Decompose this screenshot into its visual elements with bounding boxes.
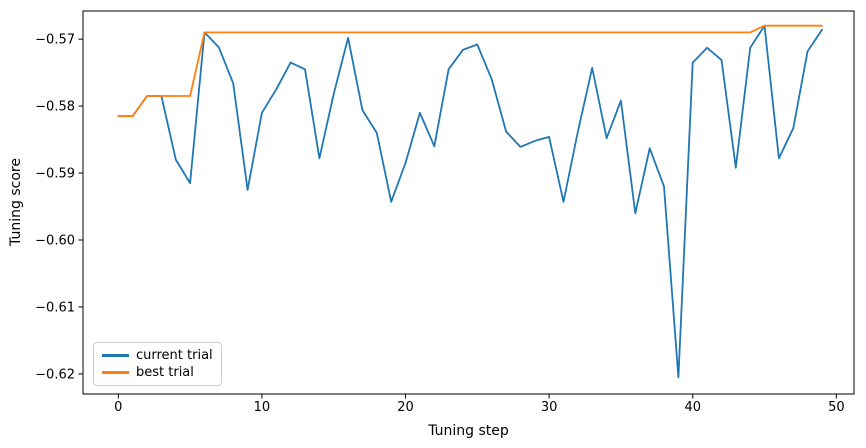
legend-line-swatch-current-trial (102, 354, 129, 357)
legend-line-swatch-best-trial (102, 371, 129, 374)
y-tick-label-4: −0.61 (35, 300, 75, 315)
legend: current trial best trial (93, 342, 222, 386)
best-trial-line (117, 24, 823, 117)
x-tick-label-1: 10 (254, 400, 271, 415)
y-tick-label-1: −0.58 (35, 100, 75, 115)
legend-item-best-trial: best trial (102, 366, 221, 379)
x-axis-label: Tuning step (428, 423, 509, 439)
y-tick-label-0: −0.57 (35, 33, 75, 48)
y-tick-label-2: −0.59 (35, 167, 75, 182)
x-tick-label-5: 50 (828, 400, 845, 415)
y-tick-label-5: −0.62 (35, 367, 75, 382)
legend-label-current-trial: current trial (136, 348, 213, 363)
y-axis-label: Tuning score (8, 158, 24, 246)
x-tick-label-0: 0 (114, 400, 122, 415)
y-tick-label-3: −0.60 (35, 233, 75, 248)
x-tick-label-2: 20 (397, 400, 414, 415)
axes-spines (82, 10, 855, 395)
legend-label-best-trial: best trial (136, 365, 194, 380)
x-tick-label-3: 30 (541, 400, 558, 415)
x-tick-label-4: 40 (684, 400, 701, 415)
current-trial-line (117, 24, 823, 379)
legend-item-current-trial: current trial (102, 349, 221, 362)
